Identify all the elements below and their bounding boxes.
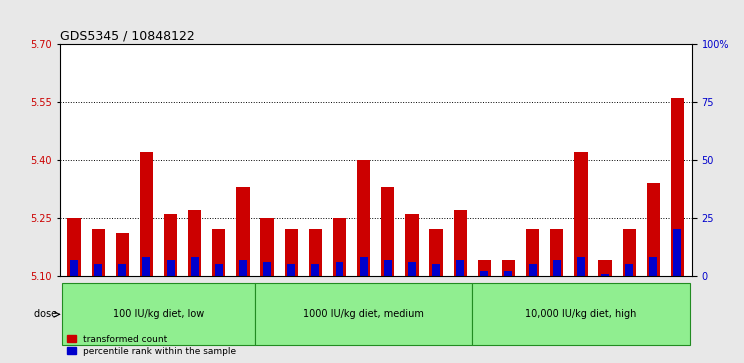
Bar xyxy=(140,152,153,276)
Bar xyxy=(429,229,443,276)
FancyBboxPatch shape xyxy=(472,283,690,345)
Bar xyxy=(309,229,322,276)
Bar xyxy=(164,214,177,276)
Bar xyxy=(285,229,298,276)
FancyBboxPatch shape xyxy=(62,283,255,345)
Bar xyxy=(598,260,612,276)
Bar xyxy=(336,262,344,276)
Legend: transformed count, percentile rank within the sample: transformed count, percentile rank withi… xyxy=(64,333,239,359)
Bar xyxy=(408,262,416,276)
Bar xyxy=(237,187,249,276)
Bar xyxy=(190,257,199,276)
Bar xyxy=(312,264,319,276)
Bar xyxy=(456,260,464,276)
Bar xyxy=(142,257,150,276)
Bar xyxy=(529,264,536,276)
Bar xyxy=(70,260,78,276)
Bar xyxy=(118,264,126,276)
Bar xyxy=(115,233,129,276)
Bar xyxy=(550,229,563,276)
FancyBboxPatch shape xyxy=(255,283,472,345)
Bar xyxy=(188,210,202,276)
Bar xyxy=(502,260,515,276)
Bar xyxy=(263,262,271,276)
Bar xyxy=(381,187,394,276)
Bar xyxy=(432,264,440,276)
Bar xyxy=(577,257,585,276)
Bar xyxy=(405,214,419,276)
Text: 100 IU/kg diet, low: 100 IU/kg diet, low xyxy=(113,309,204,319)
Bar xyxy=(650,257,657,276)
Bar xyxy=(359,257,368,276)
Bar xyxy=(553,260,561,276)
Bar xyxy=(212,229,225,276)
Bar xyxy=(454,210,466,276)
Bar xyxy=(481,271,488,276)
Bar xyxy=(671,98,684,276)
Bar xyxy=(673,229,682,276)
Bar xyxy=(260,218,274,276)
Bar xyxy=(287,264,295,276)
Bar xyxy=(92,229,105,276)
Bar xyxy=(94,264,102,276)
Bar xyxy=(601,274,609,276)
Text: GDS5345 / 10848122: GDS5345 / 10848122 xyxy=(60,29,194,42)
Bar xyxy=(215,264,222,276)
Bar xyxy=(357,160,371,276)
Bar xyxy=(625,264,633,276)
Text: 1000 IU/kg diet, medium: 1000 IU/kg diet, medium xyxy=(304,309,424,319)
Bar xyxy=(167,260,175,276)
Bar xyxy=(384,260,392,276)
Text: dose: dose xyxy=(34,309,61,319)
Bar xyxy=(239,260,247,276)
Text: 10,000 IU/kg diet, high: 10,000 IU/kg diet, high xyxy=(525,309,637,319)
Bar xyxy=(333,218,346,276)
Bar xyxy=(526,229,539,276)
Bar xyxy=(478,260,491,276)
Bar xyxy=(574,152,588,276)
Bar xyxy=(623,229,636,276)
Bar xyxy=(647,183,660,276)
Bar xyxy=(68,218,80,276)
Bar xyxy=(504,271,513,276)
